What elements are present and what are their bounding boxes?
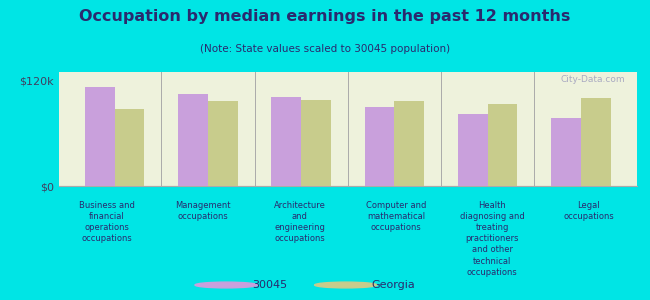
Bar — [551, 118, 581, 186]
Bar — [488, 104, 517, 186]
Bar — [301, 100, 331, 186]
Circle shape — [315, 282, 377, 288]
Text: Legal
occupations: Legal occupations — [564, 201, 614, 221]
Text: Business and
financial
operations
occupations: Business and financial operations occupa… — [79, 201, 135, 243]
Text: Computer and
mathematical
occupations: Computer and mathematical occupations — [366, 201, 426, 232]
Bar — [458, 114, 488, 186]
Text: Health
diagnosing and
treating
practitioners
and other
technical
occupations: Health diagnosing and treating practitio… — [460, 201, 525, 277]
Bar — [114, 109, 144, 186]
Text: Georgia: Georgia — [372, 280, 415, 290]
Bar — [395, 101, 424, 186]
Bar — [581, 98, 611, 186]
Text: Architecture
and
engineering
occupations: Architecture and engineering occupations — [274, 201, 326, 243]
Text: (Note: State values scaled to 30045 population): (Note: State values scaled to 30045 popu… — [200, 44, 450, 53]
Text: Occupation by median earnings in the past 12 months: Occupation by median earnings in the pas… — [79, 9, 571, 24]
Circle shape — [195, 282, 257, 288]
Bar — [365, 107, 395, 186]
Text: 30045: 30045 — [252, 280, 287, 290]
Bar — [271, 97, 301, 186]
Text: City-Data.com: City-Data.com — [561, 75, 625, 84]
Bar — [178, 94, 208, 186]
Bar — [84, 87, 114, 186]
Bar — [208, 101, 238, 186]
Text: Management
occupations: Management occupations — [176, 201, 231, 221]
